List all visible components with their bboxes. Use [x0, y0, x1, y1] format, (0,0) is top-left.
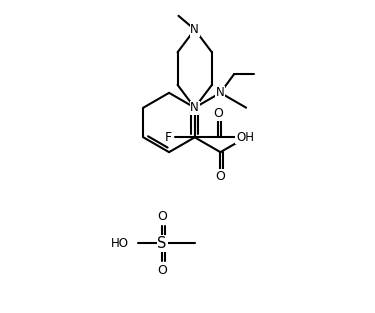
Text: HO: HO — [111, 237, 129, 250]
Text: O: O — [157, 264, 167, 277]
Text: N: N — [216, 86, 225, 99]
Text: N: N — [190, 23, 199, 36]
Text: O: O — [157, 210, 167, 223]
Text: N: N — [190, 101, 199, 114]
Text: O: O — [213, 107, 223, 120]
Text: OH: OH — [236, 131, 254, 144]
Text: S: S — [158, 236, 167, 251]
Text: O: O — [216, 170, 225, 182]
Text: F: F — [165, 131, 172, 144]
